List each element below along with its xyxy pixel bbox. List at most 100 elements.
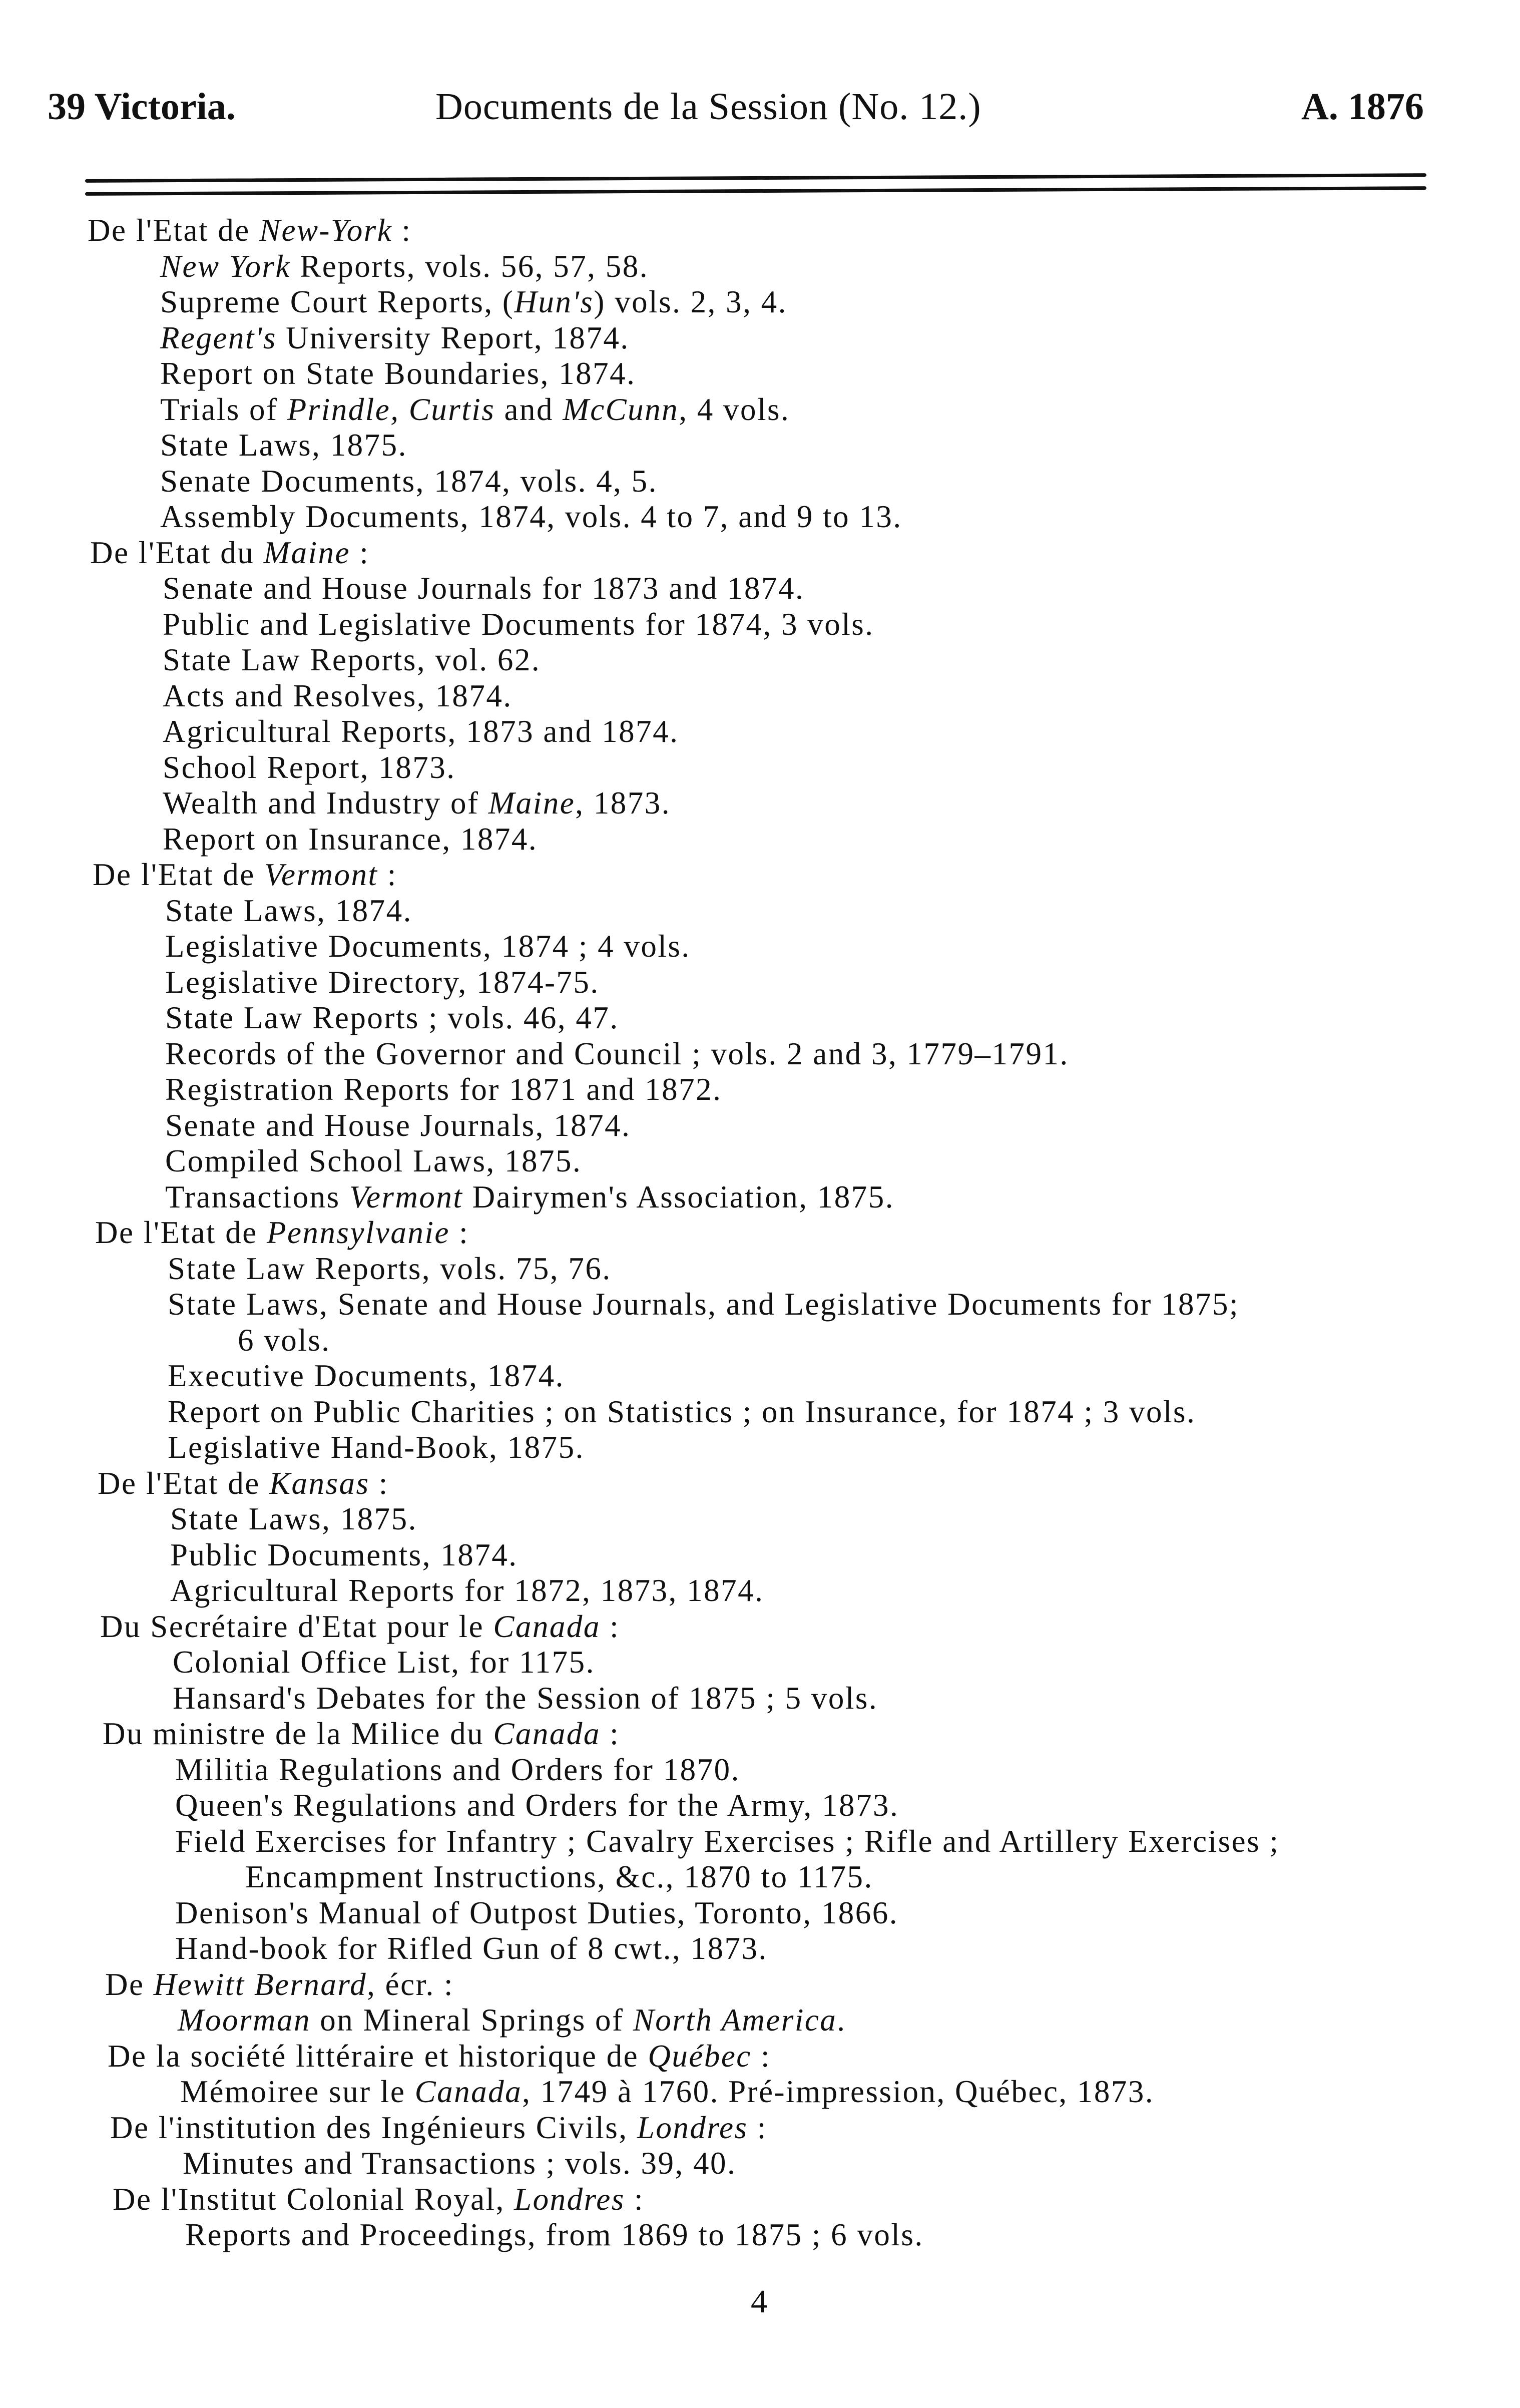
italic-text: Kansas: [269, 1465, 370, 1501]
text-segment: State Law Reports, vols. 75, 76.: [168, 1251, 612, 1286]
header-rule-top: [85, 173, 1427, 183]
section-heading: Du Secrétaire d'Etat pour le Canada :: [13, 1609, 1520, 1645]
text-segment: Du ministre de la Milice du: [103, 1716, 493, 1751]
text-segment: Colonial Office List, for 1175.: [173, 1645, 595, 1680]
text-segment: :: [625, 2181, 645, 2217]
text-segment: De l'Etat de: [95, 1215, 267, 1250]
section-heading: De la société littéraire et historique d…: [20, 2039, 1520, 2075]
text-segment: , 1873.: [575, 785, 671, 821]
list-item: Report on Insurance, 1874.: [3, 822, 1520, 858]
italic-text: Canada: [493, 1716, 601, 1751]
list-item: Agricultural Reports, 1873 and 1874.: [3, 714, 1520, 750]
text-segment: Encampment Instructions, &c., 1870 to 11…: [245, 1859, 873, 1894]
list-item: Senate and House Journals for 1873 and 1…: [3, 571, 1520, 607]
text-segment: Denison's Manual of Outpost Duties, Toro…: [175, 1895, 898, 1930]
text-segment: Dairymen's Association, 1875.: [463, 1179, 894, 1215]
text-segment: Agricultural Reports for 1872, 1873, 187…: [170, 1573, 764, 1608]
text-segment: University Report, 1874.: [276, 320, 630, 355]
italic-text: Maine: [263, 535, 350, 570]
text-segment: State Laws, 1874.: [165, 893, 412, 928]
text-segment: Public Documents, 1874.: [170, 1537, 518, 1572]
list-item: Legislative Hand-Book, 1875.: [8, 1430, 1520, 1466]
text-segment: Supreme Court Reports, (: [160, 284, 515, 319]
italic-text: Pennsylvanie: [266, 1215, 450, 1250]
list-item: Public Documents, 1874.: [10, 1537, 1520, 1573]
italic-text: Hun's: [514, 284, 594, 319]
list-item: Agricultural Reports for 1872, 1873, 187…: [10, 1573, 1520, 1609]
list-item: Senate Documents, 1874, vols. 4, 5.: [0, 464, 1520, 500]
text-segment: Transactions: [165, 1179, 349, 1215]
text-segment: Hand-book for Rifled Gun of 8 cwt., 1873…: [175, 1931, 768, 1966]
text-segment: :: [392, 213, 412, 248]
text-segment: Legislative Documents, 1874 ; 4 vols.: [165, 929, 691, 964]
section-heading: De l'Etat du Maine :: [3, 535, 1520, 571]
text-segment: Report on Public Charities ; on Statisti…: [168, 1394, 1196, 1429]
list-item: Hansard's Debates for the Session of 187…: [13, 1681, 1520, 1717]
text-segment: , 1749 à 1760. Pré-impression, Québec, 1…: [522, 2074, 1155, 2109]
header-volume: 39 Victoria.: [48, 86, 236, 128]
italic-text: New-York: [259, 213, 393, 248]
list-item: Field Exercises for Infantry ; Cavalry E…: [15, 1824, 1520, 1860]
text-segment: Mémoiree sur le: [180, 2074, 415, 2109]
text-segment: :: [748, 2110, 767, 2145]
text-segment: and: [495, 391, 563, 427]
section-heading: De Hewitt Bernard, écr. :: [18, 1967, 1520, 2003]
list-item: Transactions Vermont Dairymen's Associat…: [5, 1179, 1520, 1216]
italic-text: New York: [160, 248, 291, 284]
text-segment: State Law Reports ; vols. 46, 47.: [165, 1000, 619, 1035]
italic-text: North America: [633, 2002, 837, 2038]
section-heading: De l'Etat de New-York :: [0, 213, 1520, 249]
text-segment: Militia Regulations and Orders for 1870.: [175, 1752, 740, 1787]
italic-text: McCunn: [563, 391, 679, 427]
list-item: State Law Reports, vol. 62.: [3, 642, 1520, 678]
text-segment: Agricultural Reports, 1873 and 1874.: [163, 714, 679, 749]
list-item: Senate and House Journals, 1874.: [5, 1108, 1520, 1144]
text-segment: Report on Insurance, 1874.: [163, 821, 538, 857]
text-segment: Reports, vols. 56, 57, 58.: [291, 248, 649, 284]
text-segment: Compiled School Laws, 1875.: [165, 1143, 582, 1178]
text-segment: :: [600, 1609, 620, 1644]
header-year: A. 1876: [1301, 86, 1424, 128]
list-item: Trials of Prindle, Curtis and McCunn, 4 …: [0, 392, 1520, 428]
list-item: State Laws, 1874.: [5, 893, 1520, 929]
list-item: Regent's University Report, 1874.: [0, 320, 1520, 356]
text-segment: Legislative Hand-Book, 1875.: [168, 1430, 585, 1465]
text-segment: Trials of: [160, 391, 287, 427]
section-heading: De l'institution des Ingénieurs Civils, …: [23, 2110, 1520, 2146]
list-item: Denison's Manual of Outpost Duties, Toro…: [15, 1895, 1520, 1931]
text-segment: Public and Legislative Documents for 187…: [163, 606, 874, 642]
text-segment: Executive Documents, 1874.: [168, 1358, 565, 1393]
text-segment: De l'Etat de: [88, 213, 259, 248]
text-segment: State Laws, Senate and House Journals, a…: [168, 1287, 1240, 1322]
italic-text: Canada: [493, 1609, 601, 1644]
text-segment: Senate and House Journals for 1873 and 1…: [163, 571, 805, 606]
list-item: Moorman on Mineral Springs of North Amer…: [18, 2002, 1520, 2039]
text-segment: Du Secrétaire d'Etat pour le: [100, 1609, 493, 1644]
text-segment: School Report, 1873.: [163, 749, 456, 785]
text-segment: Hansard's Debates for the Session of 187…: [173, 1680, 878, 1716]
text-segment: , écr. :: [367, 1966, 454, 2002]
list-item: Registration Reports for 1871 and 1872.: [5, 1072, 1520, 1108]
text-segment: Queen's Regulations and Orders for the A…: [175, 1788, 899, 1823]
list-item: State Laws, 1875.: [10, 1501, 1520, 1537]
text-segment: De l'institution des Ingénieurs Civils,: [110, 2110, 637, 2145]
list-item: State Laws, Senate and House Journals, a…: [8, 1287, 1520, 1323]
list-item: Reports and Proceedings, from 1869 to 18…: [25, 2217, 1520, 2253]
list-item: Compiled School Laws, 1875.: [5, 1143, 1520, 1179]
list-item: Report on Public Charities ; on Statisti…: [8, 1394, 1520, 1430]
italic-text: Moorman: [178, 2002, 311, 2038]
list-item: Public and Legislative Documents for 187…: [3, 607, 1520, 643]
text-segment: Senate and House Journals, 1874.: [165, 1107, 631, 1143]
text-segment: Assembly Documents, 1874, vols. 4 to 7, …: [160, 499, 902, 534]
text-segment: Wealth and Industry of: [163, 785, 488, 821]
text-segment: State Laws, 1875.: [170, 1501, 417, 1536]
list-item: Queen's Regulations and Orders for the A…: [15, 1788, 1520, 1824]
italic-text: Vermont: [264, 857, 378, 892]
section-heading: De l'Etat de Kansas :: [10, 1466, 1520, 1502]
list-item: Hand-book for Rifled Gun of 8 cwt., 1873…: [15, 1931, 1520, 1967]
italic-text: Londres: [637, 2110, 748, 2145]
list-item: Supreme Court Reports, (Hun's) vols. 2, …: [0, 284, 1520, 320]
text-segment: , 4 vols.: [679, 391, 790, 427]
text-segment: Reports and Proceedings, from 1869 to 18…: [185, 2217, 924, 2252]
list-item: Legislative Directory, 1874-75.: [5, 965, 1520, 1001]
